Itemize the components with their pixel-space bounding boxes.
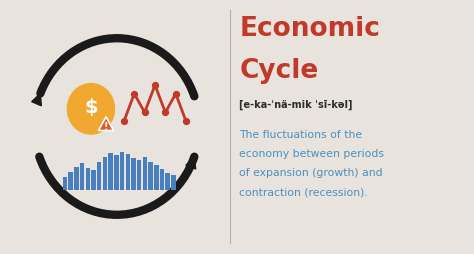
- Bar: [126, 155, 130, 190]
- Text: of expansion (growth) and: of expansion (growth) and: [239, 168, 383, 178]
- Point: [172, 92, 180, 96]
- Bar: [114, 156, 118, 190]
- Bar: [86, 169, 90, 190]
- Point: [151, 84, 159, 88]
- Polygon shape: [32, 94, 41, 106]
- Bar: [63, 177, 67, 190]
- Text: !: !: [104, 122, 108, 132]
- Circle shape: [67, 84, 115, 135]
- Point: [162, 111, 169, 115]
- Bar: [103, 157, 107, 190]
- Text: economy between periods: economy between periods: [239, 149, 384, 158]
- Text: $: $: [84, 98, 98, 117]
- Bar: [148, 162, 153, 190]
- Bar: [171, 176, 176, 190]
- Text: The fluctuations of the: The fluctuations of the: [239, 130, 363, 139]
- Bar: [91, 171, 96, 190]
- Bar: [97, 162, 101, 190]
- Bar: [80, 164, 84, 190]
- Bar: [160, 170, 164, 190]
- Bar: [120, 152, 124, 190]
- Bar: [143, 157, 147, 190]
- Bar: [131, 159, 136, 190]
- Bar: [74, 167, 79, 190]
- Bar: [165, 174, 170, 190]
- Bar: [109, 154, 113, 190]
- Bar: [68, 172, 73, 190]
- Polygon shape: [99, 117, 114, 131]
- Point: [182, 120, 190, 124]
- Polygon shape: [186, 157, 196, 169]
- Text: [e-ka-ˈnä-mik ˈsī-kəl]: [e-ka-ˈnä-mik ˈsī-kəl]: [239, 99, 353, 109]
- Text: Cycle: Cycle: [239, 58, 319, 84]
- Bar: [137, 161, 141, 190]
- Point: [120, 120, 128, 124]
- Text: contraction (recession).: contraction (recession).: [239, 187, 368, 197]
- Bar: [154, 166, 158, 190]
- Point: [130, 92, 138, 96]
- Point: [141, 111, 148, 115]
- Text: Economic: Economic: [239, 15, 380, 41]
